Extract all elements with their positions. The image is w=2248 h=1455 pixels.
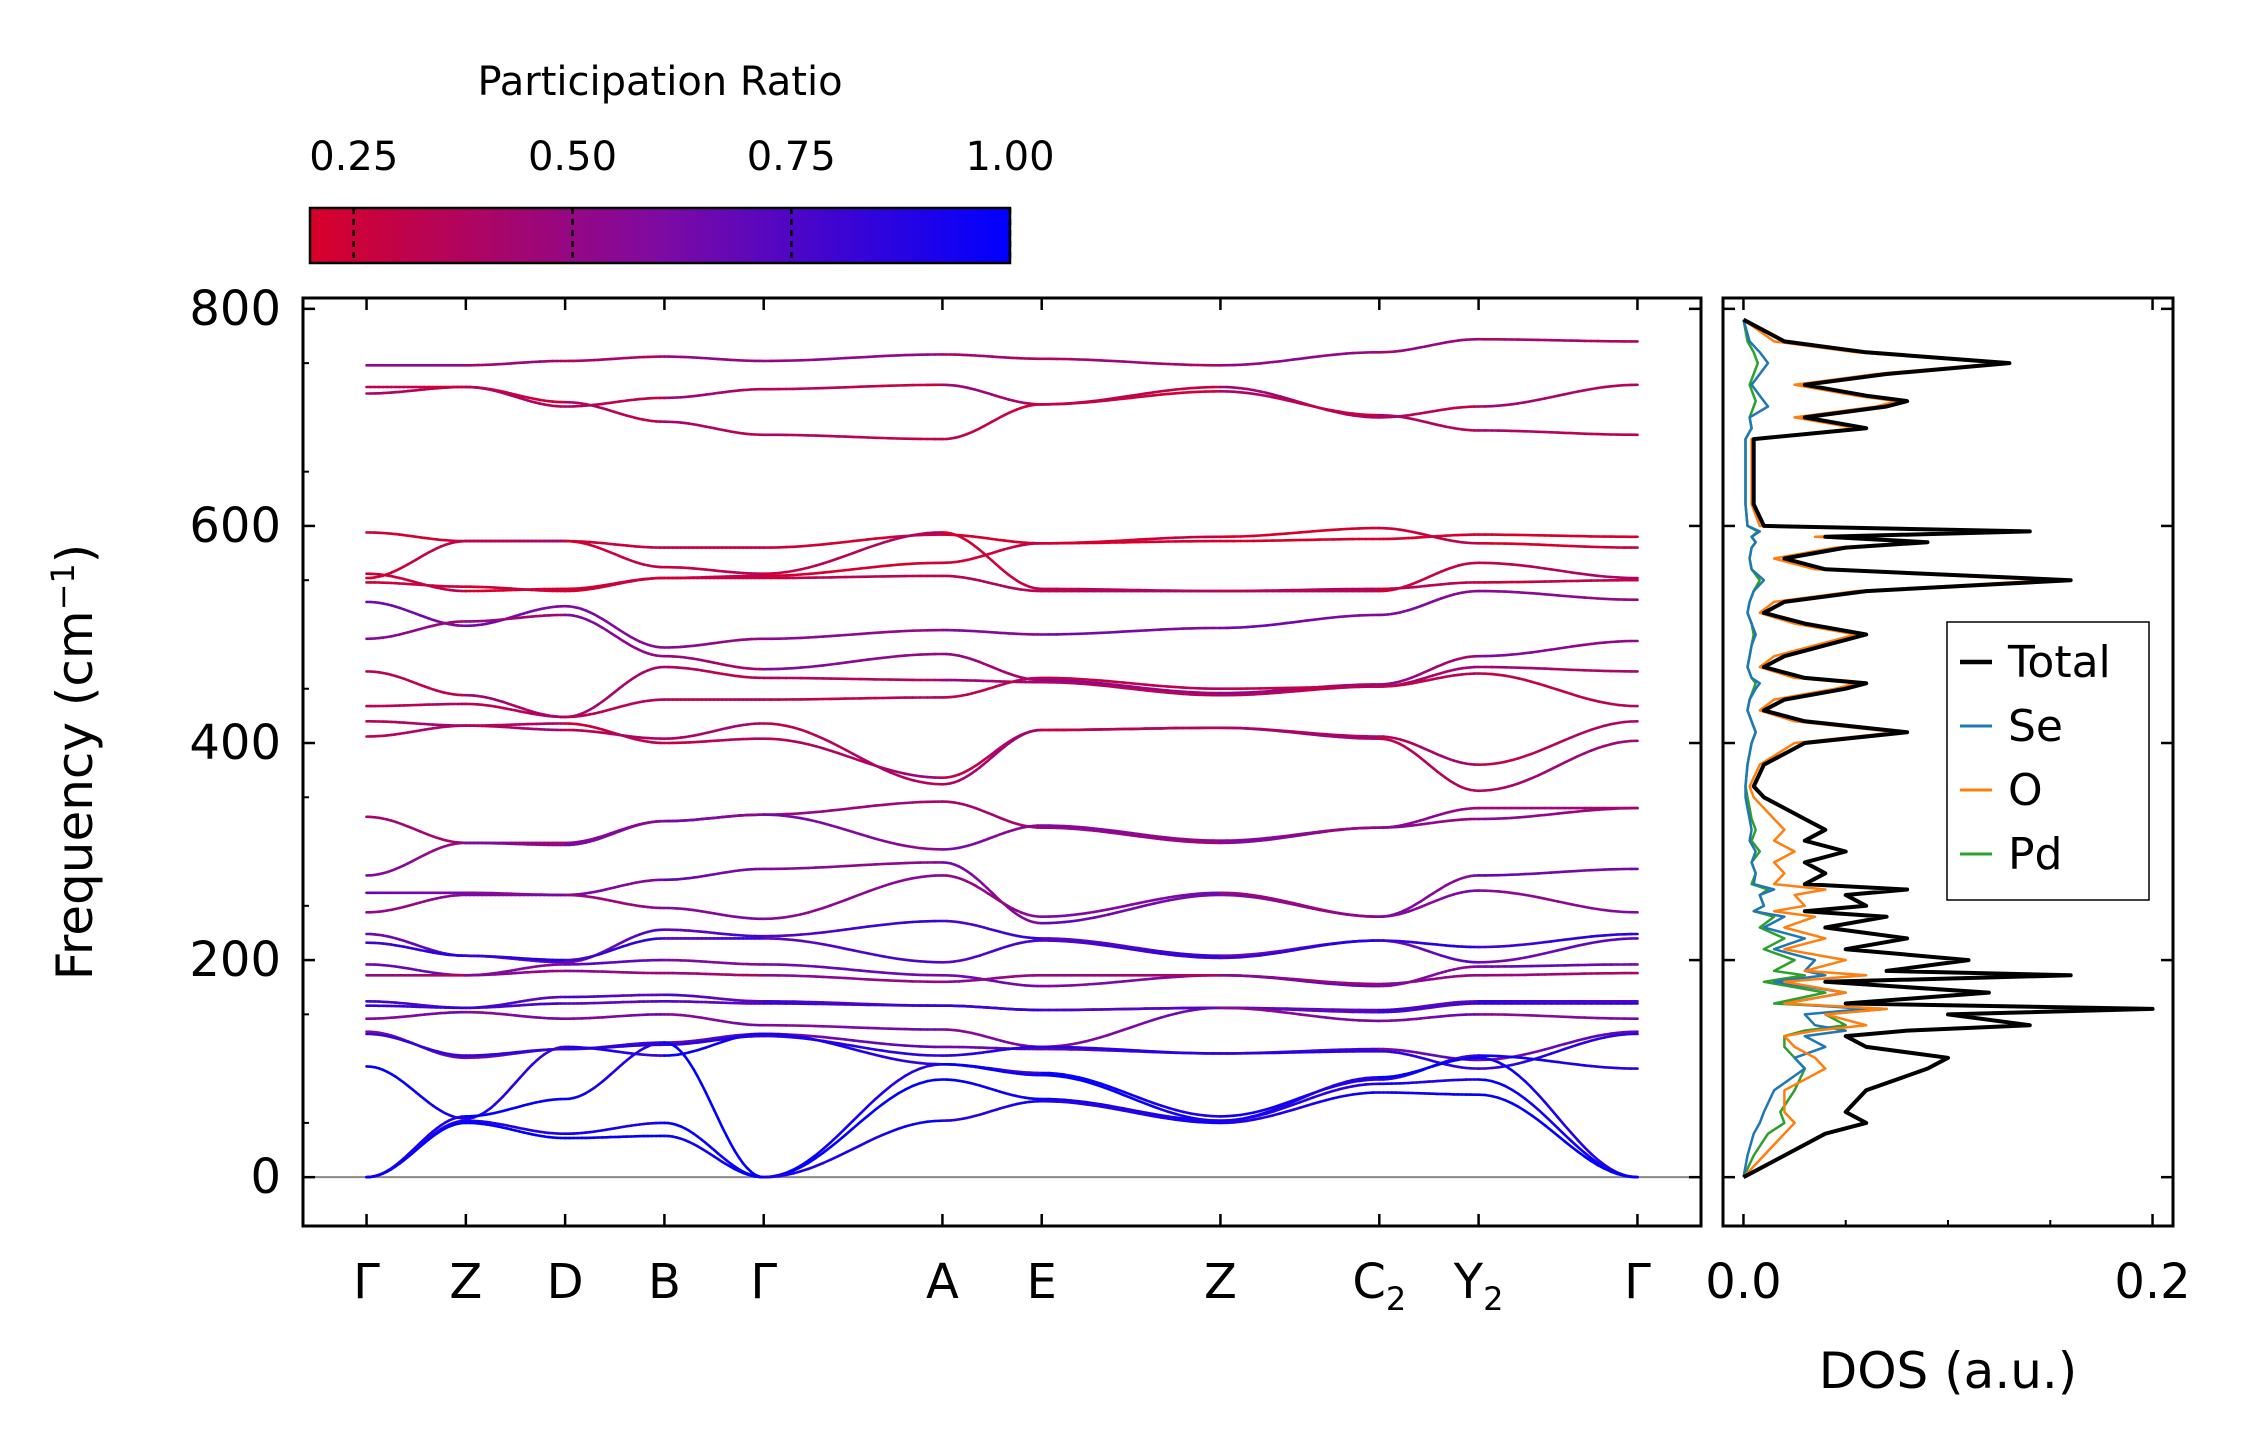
band-segment [821, 904, 833, 910]
band-segment [844, 828, 855, 834]
band-segment [866, 760, 877, 767]
band-segment [851, 892, 862, 899]
phonon-band [365, 874, 1639, 921]
band-segment [844, 754, 855, 760]
phonon-band [365, 919, 1639, 964]
phonon-band [365, 383, 1639, 419]
phonon-band [365, 526, 1639, 593]
band-segment [859, 759, 870, 765]
phonon-band [365, 531, 1639, 549]
colorbar-tick-label: 0.75 [747, 134, 836, 180]
band-segment [836, 744, 847, 752]
band-segment [814, 562, 825, 567]
band-segment [874, 884, 885, 891]
band-segment [859, 756, 870, 764]
colorbar-gradient [308, 206, 1012, 265]
colorbar: Participation Ratio 0.25 0.50 0.75 1.00 [308, 59, 1055, 265]
colorbar-ticks [352, 208, 1012, 263]
band-segment [836, 554, 847, 560]
band-segment [866, 887, 877, 893]
band-segment [888, 771, 900, 777]
band-segment [814, 906, 825, 912]
band-segment [829, 901, 840, 907]
phonon-band [365, 613, 1639, 695]
band-segment [874, 764, 885, 771]
band-segment [829, 749, 840, 755]
band-segment [874, 541, 885, 547]
band-segment [851, 752, 862, 760]
phonon-band [365, 665, 1639, 719]
band-segment [836, 898, 847, 905]
band-segment [836, 751, 847, 758]
band-segment [859, 832, 870, 838]
band-segment [814, 734, 825, 741]
colorbar-title: Participation Ratio [477, 59, 842, 105]
band-segment [851, 756, 862, 763]
band-segment [859, 890, 870, 896]
phonon-bands [365, 337, 1639, 1179]
phonon-band [365, 672, 1639, 719]
phonon-band [365, 574, 1639, 593]
band-segment [807, 731, 818, 737]
colorbar-tick-labels: 0.25 0.50 0.75 1.00 [309, 134, 1054, 180]
band-segment [866, 543, 877, 550]
phonon-band [365, 722, 1639, 793]
phonon-band [365, 969, 1639, 986]
phonon-band [365, 337, 1639, 367]
band-segment [859, 546, 870, 552]
band-segment [844, 551, 855, 558]
phonon-band [365, 958, 1639, 988]
band-segment [881, 767, 892, 774]
band-segment [851, 549, 862, 555]
phonon-band [365, 806, 1639, 877]
band-segment [896, 773, 907, 780]
band-segment [799, 728, 810, 734]
phonon-band [365, 589, 1639, 649]
phonon-band [365, 385, 1639, 441]
phonon-band [365, 861, 1639, 925]
band-segment [844, 748, 855, 756]
band-segment [829, 740, 840, 748]
colorbar-tick-label: 0.25 [309, 134, 398, 180]
colorbar-tick-label: 1.00 [965, 134, 1054, 180]
band-segment [844, 895, 855, 902]
band-segment [829, 557, 840, 563]
phonon-band [365, 932, 1639, 964]
band-segment [821, 737, 833, 744]
colorbar-tick-label: 0.50 [528, 134, 617, 180]
